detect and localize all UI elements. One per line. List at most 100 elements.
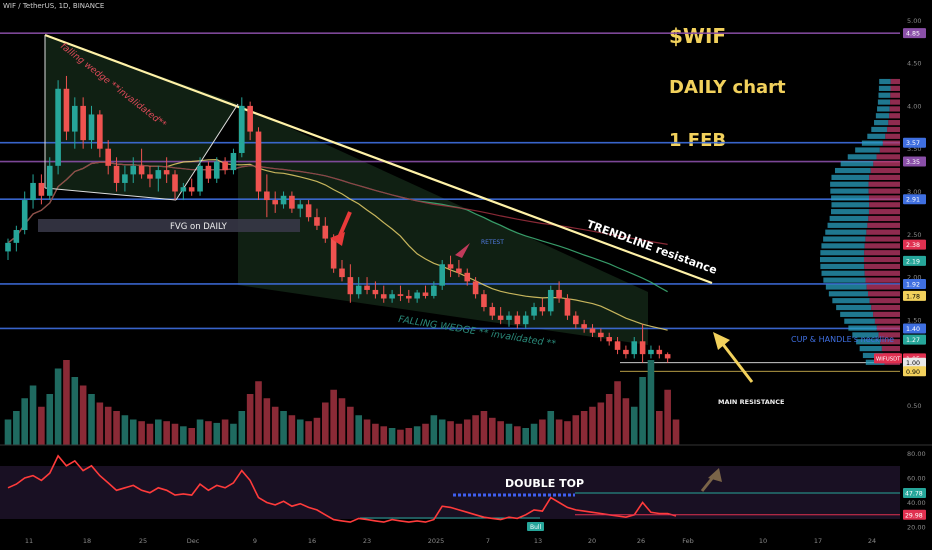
price-label-box bbox=[903, 334, 926, 345]
volume-bar bbox=[363, 419, 371, 445]
candle-body bbox=[497, 315, 504, 320]
volume-bar bbox=[497, 421, 504, 445]
y-tick-label: 4.00 bbox=[907, 102, 921, 110]
candle-body bbox=[472, 281, 479, 295]
profile-bar bbox=[873, 161, 900, 167]
volume-bar bbox=[555, 419, 563, 445]
candle bbox=[180, 182, 187, 201]
main-resistance-arrow-head bbox=[713, 332, 730, 350]
candle bbox=[130, 157, 137, 183]
volume-bar bbox=[672, 419, 680, 445]
profile-bar bbox=[830, 188, 869, 194]
volume-bar bbox=[263, 398, 271, 445]
candle-body bbox=[155, 170, 162, 179]
bull-badge bbox=[527, 522, 544, 531]
volume-bar bbox=[505, 423, 513, 445]
candle bbox=[347, 264, 354, 303]
profile-bar bbox=[852, 332, 879, 338]
candle-body bbox=[122, 174, 128, 183]
price-label: 1.27 bbox=[906, 337, 920, 344]
candle-body bbox=[5, 242, 11, 252]
candle bbox=[598, 328, 604, 342]
volume-bar bbox=[455, 423, 463, 445]
x-tick-label: 23 bbox=[363, 537, 371, 545]
volume-bar bbox=[113, 411, 120, 445]
candle bbox=[656, 345, 663, 359]
volume-bar bbox=[79, 385, 87, 445]
x-tick-label: Feb bbox=[682, 537, 694, 545]
volume-bar bbox=[522, 428, 529, 445]
profile-bar bbox=[869, 202, 900, 208]
volume-bar bbox=[605, 394, 613, 445]
price-label-box bbox=[903, 156, 926, 167]
profile-bar bbox=[819, 256, 864, 263]
volume-bar bbox=[372, 423, 379, 445]
x-tick-label: 25 bbox=[139, 537, 147, 545]
volume-bar bbox=[155, 419, 162, 445]
price-label-box bbox=[903, 357, 926, 368]
x-tick-label: 17 bbox=[814, 537, 822, 545]
candle bbox=[197, 157, 203, 196]
candle-body bbox=[514, 315, 521, 325]
candle bbox=[447, 255, 454, 278]
candle-body bbox=[163, 170, 170, 175]
candle bbox=[138, 148, 145, 179]
volume-bar bbox=[88, 394, 95, 445]
price-label-box bbox=[903, 194, 926, 205]
volume-bar bbox=[347, 406, 354, 445]
candle bbox=[330, 234, 337, 273]
candle bbox=[606, 332, 612, 346]
candle-body bbox=[322, 225, 329, 239]
volume-bar bbox=[129, 419, 137, 445]
candle-body bbox=[422, 292, 429, 296]
candle-body bbox=[138, 165, 145, 175]
candle-body bbox=[372, 289, 379, 295]
candle bbox=[573, 311, 579, 329]
y-tick-label: 4.50 bbox=[907, 60, 921, 68]
profile-bar bbox=[844, 318, 875, 324]
volume-bar bbox=[647, 360, 655, 445]
profile-bar bbox=[869, 298, 900, 304]
volume-profile bbox=[819, 78, 900, 365]
profile-bar bbox=[889, 106, 900, 112]
volume-bar bbox=[196, 419, 204, 445]
volume-bar bbox=[656, 411, 663, 445]
rsi-y-tick: 40.00 bbox=[907, 499, 926, 507]
volume-bar bbox=[54, 368, 62, 445]
volume-bar bbox=[614, 381, 621, 445]
x-tick-label: 24 bbox=[868, 537, 876, 545]
candle-body bbox=[531, 307, 537, 316]
profile-bar bbox=[840, 161, 874, 167]
volume-bar bbox=[71, 377, 79, 445]
profile-bar bbox=[864, 243, 900, 249]
profile-bar bbox=[825, 229, 867, 235]
volume-bar bbox=[38, 406, 45, 445]
profile-bar bbox=[829, 215, 869, 222]
candle bbox=[97, 110, 103, 158]
price-label-box bbox=[903, 137, 926, 148]
price-label-box bbox=[903, 366, 926, 377]
x-tick-label: 18 bbox=[83, 537, 91, 545]
volume-bar bbox=[388, 428, 396, 445]
candle-body bbox=[648, 349, 654, 355]
candle-body bbox=[72, 105, 78, 132]
candle bbox=[497, 307, 504, 325]
candle bbox=[389, 289, 395, 303]
last-price-tag bbox=[874, 353, 902, 364]
candle bbox=[414, 289, 420, 303]
volume-bar bbox=[13, 411, 20, 445]
volume-bar bbox=[580, 411, 588, 445]
y-tick-label: 3.50 bbox=[907, 145, 921, 153]
volume-bar bbox=[530, 423, 538, 445]
candle-body bbox=[46, 165, 53, 196]
rsi-y-tick: 60.00 bbox=[907, 475, 926, 483]
last-price-symbol: WIFUSDT bbox=[876, 357, 901, 363]
candle bbox=[456, 259, 462, 278]
retest-arrow bbox=[455, 243, 470, 258]
candle-body bbox=[38, 182, 45, 196]
candle-body bbox=[489, 307, 496, 316]
candle-body bbox=[406, 295, 412, 299]
candle bbox=[489, 302, 496, 320]
candle-body bbox=[656, 349, 663, 355]
profile-bar bbox=[831, 195, 869, 201]
